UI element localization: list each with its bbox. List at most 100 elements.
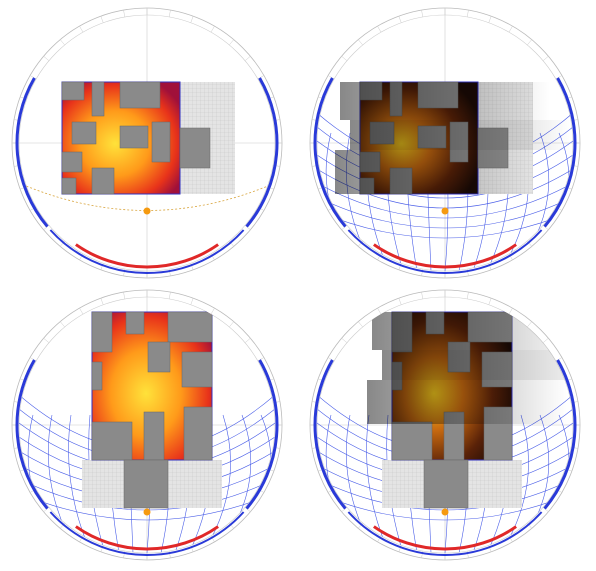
compass-tick [542,56,549,61]
compass-tick [527,39,532,46]
sun-path-panel [11,7,283,279]
compass-tick [421,10,424,17]
building-block [147,341,171,373]
inner [19,311,275,553]
red-arc [373,243,517,269]
compass-tick [542,338,549,343]
building-block [91,167,115,195]
compass-tick [488,298,492,305]
compass-tick [358,321,363,328]
sun-position [441,207,449,215]
building-block [181,351,213,388]
building-block [183,406,213,461]
sun-path-curve [19,182,275,211]
compass-tick [100,16,104,23]
compass-tick [190,16,194,23]
building-block [143,411,165,461]
compass-tick [79,307,84,315]
red-arc [75,525,219,551]
building-block [179,127,211,169]
compass-tick [244,56,251,61]
blue-arc [15,77,49,228]
compass-tick [168,292,171,299]
blue-arc [49,511,245,556]
compass-tick [168,10,171,17]
building-block [123,459,169,509]
compass-tick [377,25,382,33]
shadow [372,312,573,350]
sun-path-panel [309,289,581,561]
building-block [91,361,103,391]
compass-tick [488,16,492,23]
sun-path-curve [317,196,573,229]
compass-tick [508,307,513,315]
building-block [61,81,85,101]
sun-path-curve [317,182,573,219]
sun-path-curve [317,210,573,239]
shadow [382,350,573,380]
building-block [125,311,145,335]
compass-tick [398,16,402,23]
sun-position [143,207,151,215]
building-block [167,311,213,343]
compass-tick [244,507,251,512]
compass-tick [100,298,104,305]
building-block [151,121,171,163]
building-block [91,81,105,117]
compass-tick [43,338,50,343]
blue-arc [313,77,347,228]
compass-tick [210,25,215,33]
hour-line [230,414,272,553]
blue-arc [15,359,49,510]
compass-tick [358,39,363,46]
compass-tick [60,39,65,46]
red-arc [373,525,517,551]
building-block [91,421,133,461]
hour-line [528,414,570,553]
building-block [119,125,149,149]
blue-arc [245,77,279,228]
blue-arc [543,359,577,510]
compass-tick [341,56,348,61]
building-block [61,151,83,173]
blue-arc [49,229,245,274]
compass-tick [398,298,402,305]
compass-tick [466,10,469,17]
sun-path-curve [317,492,573,521]
compass-tick [341,338,348,343]
compass-tick [466,292,469,299]
sun-position [441,508,449,516]
shadow [340,82,550,120]
sun-path-curve [19,492,275,521]
building-block [91,311,113,353]
compass-tick [43,56,50,61]
building-block [423,459,469,509]
shadow [367,380,567,424]
blue-arc [347,229,543,274]
compass-tick [377,307,382,315]
inner [317,81,573,271]
sun-position [143,508,151,516]
inner [317,311,573,553]
building-block [391,421,433,461]
compass-tick [210,307,215,315]
blue-arc [347,511,543,556]
building-block [61,177,77,195]
building-block [71,121,97,145]
blue-arc [543,77,577,228]
compass-tick [79,25,84,33]
compass-tick [244,338,251,343]
compass-tick [421,292,424,299]
compass-tick [229,321,234,328]
sun-path-panel [309,7,581,279]
compass-tick [190,298,194,305]
inner [19,81,275,211]
red-arc [75,243,219,269]
compass-tick [123,292,126,299]
compass-tick [341,507,348,512]
shadow [350,120,570,150]
building-block [119,81,161,109]
sun-path-panel [11,289,283,561]
shadow [335,150,535,194]
blue-arc [245,359,279,510]
